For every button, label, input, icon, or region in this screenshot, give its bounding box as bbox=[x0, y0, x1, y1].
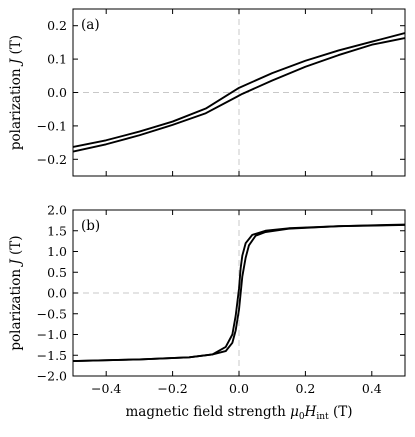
y-tick-label: −1.5 bbox=[37, 348, 67, 363]
series-line-2 bbox=[73, 223, 405, 363]
y-axis-label: polarization J (T) bbox=[8, 235, 24, 350]
series-line-2 bbox=[73, 37, 405, 153]
series-line-1 bbox=[73, 32, 405, 148]
y-axis-label: polarization J (T) bbox=[8, 35, 24, 150]
y-tick-label: 1.0 bbox=[47, 244, 67, 259]
x-tick-label: 0.4 bbox=[362, 381, 382, 396]
x-tick-label: −0.2 bbox=[157, 381, 187, 396]
panel-label: (a) bbox=[81, 17, 100, 33]
x-tick-label: 0.0 bbox=[229, 381, 249, 396]
panel-a: −0.2 −0.1 0.0 0.1 0.2 (a) polarization J (T) bbox=[8, 8, 406, 177]
y-tick-label: −0.2 bbox=[37, 152, 67, 167]
y-tick-label: 0.2 bbox=[47, 18, 67, 33]
y-tick-label: −0.1 bbox=[37, 118, 67, 133]
y-tick-label: −2.0 bbox=[37, 369, 67, 384]
panel-b: −0.4 −0.2 0.0 0.2 0.4 −2.0 −1.5 −1.0 −0.5 0.0 0.5 1… bbox=[8, 203, 406, 422]
y-tick-label: 0.1 bbox=[47, 52, 67, 67]
y-tick-label: −0.5 bbox=[37, 306, 67, 321]
y-tick-label: 0.0 bbox=[47, 85, 67, 100]
y-tick-label: 2.0 bbox=[47, 203, 67, 218]
y-tick-label: −1.0 bbox=[37, 327, 67, 342]
x-axis-label: magnetic field strength μ0Hint (T) bbox=[126, 404, 353, 422]
y-tick-label: 0.5 bbox=[47, 265, 67, 280]
y-tick-label: 0.0 bbox=[47, 286, 67, 301]
x-tick-label: −0.4 bbox=[91, 381, 121, 396]
x-tick-label: 0.2 bbox=[295, 381, 315, 396]
panel-label: (b) bbox=[81, 218, 100, 234]
y-tick-label: 1.5 bbox=[47, 223, 67, 238]
